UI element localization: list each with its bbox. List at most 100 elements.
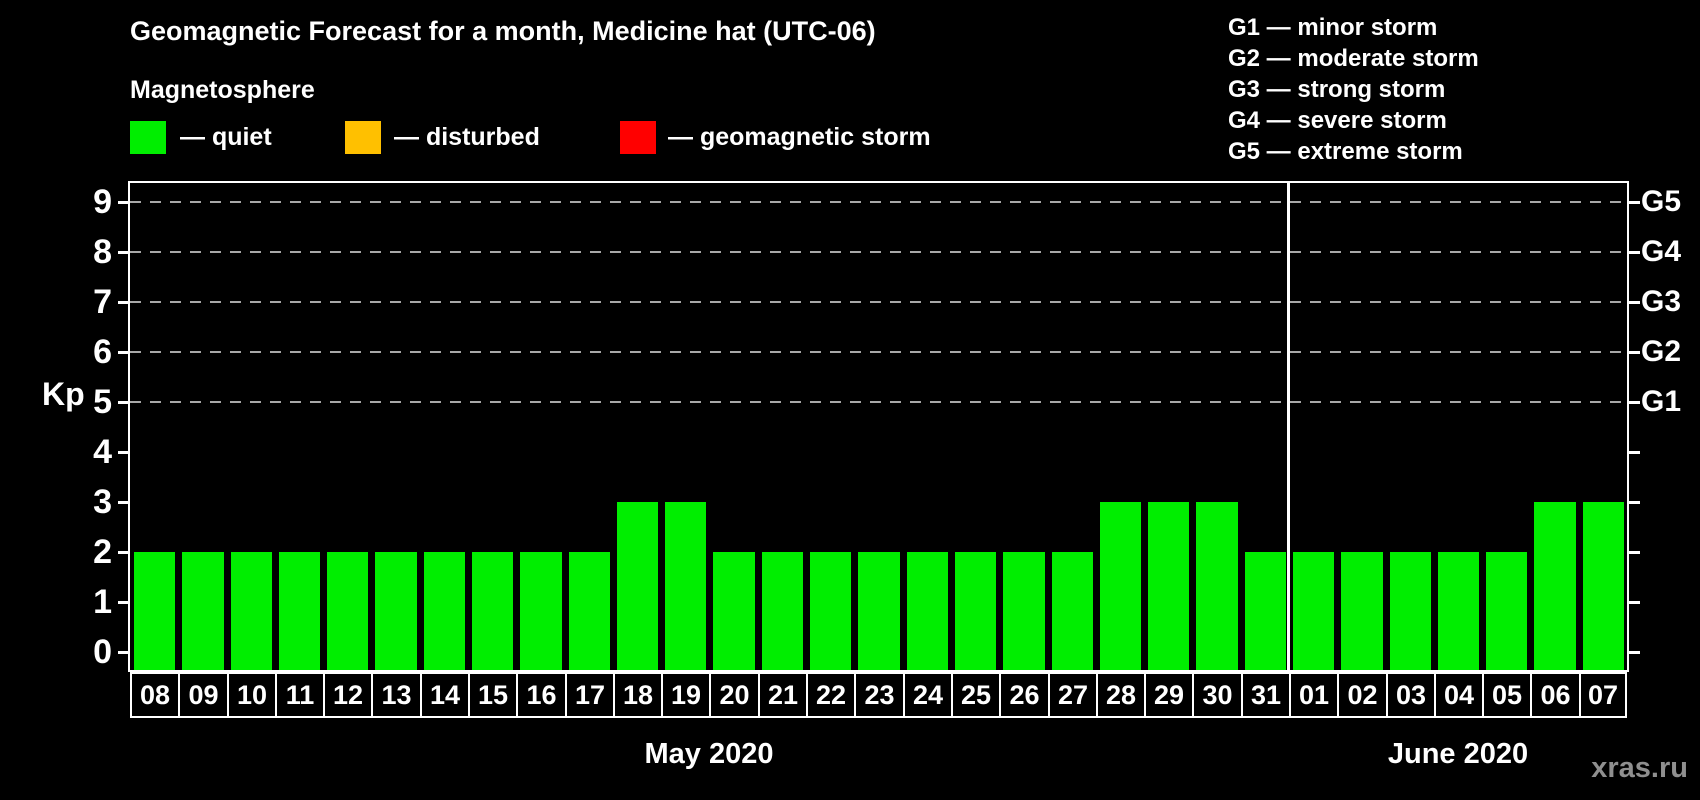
day-cell-18: 18: [613, 672, 661, 718]
watermark: xras.ru: [1591, 752, 1688, 784]
bar-day-26: [1003, 552, 1045, 670]
left-tick-kp1: [118, 601, 130, 604]
bar-day-23: [858, 552, 900, 670]
right-tick-kp2: [1627, 551, 1640, 554]
chart-title: Geomagnetic Forecast for a month, Medici…: [130, 16, 876, 46]
right-tick-kp3: [1627, 501, 1640, 504]
y-tick-label-6: 6: [93, 333, 112, 371]
bar-day-11: [279, 552, 320, 670]
day-cell-21: 21: [758, 672, 806, 718]
quiet-legend-label: — quiet: [180, 123, 272, 151]
storm-legend-label: — geomagnetic storm: [668, 123, 931, 151]
day-cell-06: 06: [1530, 672, 1579, 718]
bar-day-01: [1293, 552, 1334, 670]
bar-day-04: [1438, 552, 1479, 670]
left-tick-kp0: [118, 651, 130, 654]
bar-day-16: [520, 552, 562, 670]
bar-day-22: [810, 552, 851, 670]
day-cell-24: 24: [903, 672, 951, 718]
right-tick-kp6: [1627, 351, 1640, 354]
right-axis-label-g3: G3: [1641, 285, 1682, 318]
y-tick-label-4: 4: [93, 433, 112, 471]
y-tick-label-1: 1: [93, 583, 112, 621]
bar-day-06: [1534, 502, 1576, 670]
y-tick-label-3: 3: [93, 483, 112, 521]
day-cell-30: 30: [1192, 672, 1241, 718]
bar-day-05: [1486, 552, 1527, 670]
day-cell-03: 03: [1386, 672, 1434, 718]
day-cell-02: 02: [1337, 672, 1386, 718]
bar-day-28: [1100, 502, 1141, 670]
gridline-kp8: [130, 251, 1627, 253]
right-axis-label-g4: G4: [1641, 235, 1682, 268]
y-tick-label-5: 5: [93, 383, 112, 421]
day-cell-22: 22: [806, 672, 854, 718]
day-cell-10: 10: [227, 672, 275, 718]
right-tick-kp0: [1627, 651, 1640, 654]
day-cell-25: 25: [951, 672, 999, 718]
bar-day-03: [1390, 552, 1431, 670]
gridline-kp9: [130, 201, 1627, 203]
right-tick-kp7: [1627, 301, 1640, 304]
month-label-1: May 2020: [644, 738, 774, 770]
day-cell-26: 26: [999, 672, 1048, 718]
storm-swatch-icon: [620, 121, 656, 154]
day-cell-31: 31: [1241, 672, 1289, 718]
day-cell-13: 13: [371, 672, 420, 718]
day-cell-12: 12: [323, 672, 371, 718]
g1-legend-item: G1 — minor storm: [1228, 14, 1438, 41]
bar-day-14: [424, 552, 465, 670]
right-tick-kp8: [1627, 251, 1640, 254]
day-cell-19: 19: [661, 672, 709, 718]
y-tick-label-9: 9: [93, 183, 112, 221]
left-tick-kp4: [118, 451, 130, 454]
month-label-2: June 2020: [1387, 738, 1529, 770]
bar-day-20: [713, 552, 755, 670]
bar-day-18: [617, 502, 658, 670]
day-cell-04: 04: [1434, 672, 1482, 718]
y-tick-label-7: 7: [93, 283, 112, 321]
bar-day-10: [231, 552, 272, 670]
bar-day-30: [1196, 502, 1238, 670]
bar-day-07: [1583, 502, 1624, 670]
bar-day-31: [1245, 552, 1286, 670]
right-tick-kp4: [1627, 451, 1640, 454]
left-tick-kp6: [118, 351, 130, 354]
day-cell-05: 05: [1482, 672, 1530, 718]
g3-legend-item: G3 — strong storm: [1228, 76, 1446, 103]
day-cell-28: 28: [1096, 672, 1144, 718]
right-axis-label-g5: G5: [1641, 185, 1682, 218]
day-cell-11: 11: [275, 672, 323, 718]
day-cell-09: 09: [178, 672, 227, 718]
day-cell-01: 01: [1289, 672, 1337, 718]
bar-day-29: [1148, 502, 1189, 670]
left-tick-kp3: [118, 501, 130, 504]
left-tick-kp8: [118, 251, 130, 254]
gridline-kp7: [130, 301, 1627, 303]
y-axis-label: Kp: [42, 376, 85, 412]
bar-day-24: [907, 552, 948, 670]
quiet-swatch-icon: [130, 121, 166, 154]
day-cell-07: 07: [1579, 672, 1627, 718]
day-cell-08: 08: [130, 672, 178, 718]
g5-legend-item: G5 — extreme storm: [1228, 138, 1463, 165]
day-cell-20: 20: [709, 672, 758, 718]
y-tick-label-2: 2: [93, 533, 112, 571]
bar-day-12: [327, 552, 368, 670]
day-cell-29: 29: [1144, 672, 1192, 718]
day-cell-15: 15: [468, 672, 516, 718]
right-tick-kp1: [1627, 601, 1640, 604]
left-tick-kp7: [118, 301, 130, 304]
day-cell-16: 16: [516, 672, 565, 718]
month-separator: [1287, 183, 1290, 670]
day-cell-27: 27: [1048, 672, 1096, 718]
day-cell-23: 23: [854, 672, 903, 718]
bar-day-02: [1341, 552, 1383, 670]
g2-legend-item: G2 — moderate storm: [1228, 45, 1479, 72]
gridline-kp5: [130, 401, 1627, 403]
g-scale-legend: G1 — minor storm G2 — moderate storm G3 …: [1228, 12, 1479, 167]
right-tick-kp5: [1627, 401, 1640, 404]
bar-day-25: [955, 552, 996, 670]
gridline-kp6: [130, 351, 1627, 353]
left-tick-kp5: [118, 401, 130, 404]
